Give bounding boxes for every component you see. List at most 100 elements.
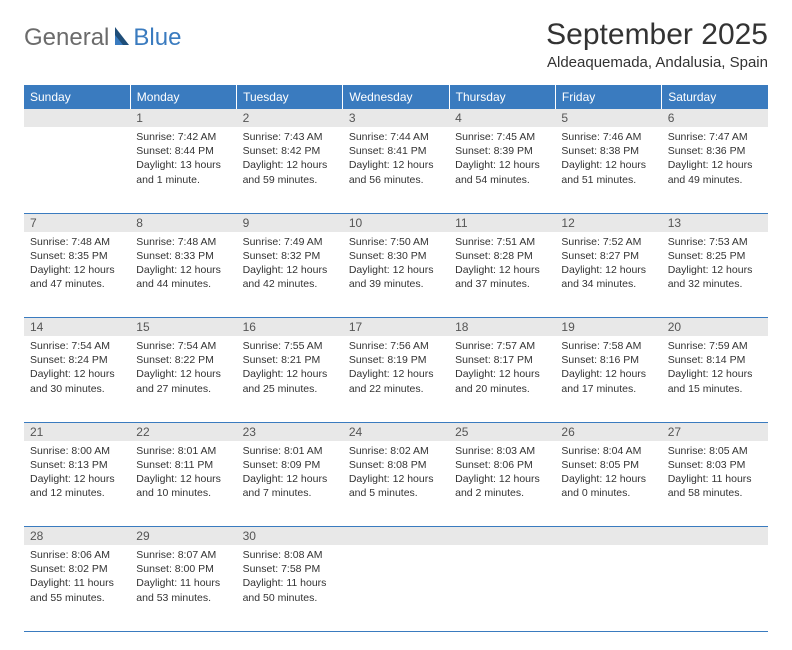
day-cell: Sunrise: 8:05 AMSunset: 8:03 PMDaylight:… (662, 441, 768, 527)
sunset-text: Sunset: 8:02 PM (30, 562, 124, 576)
daylight-text: Daylight: 12 hours and 2 minutes. (455, 472, 549, 500)
daynum-row: 14151617181920 (24, 318, 768, 337)
daylight-text: Daylight: 11 hours and 58 minutes. (668, 472, 762, 500)
sunset-text: Sunset: 8:00 PM (136, 562, 230, 576)
sunset-text: Sunset: 8:35 PM (30, 249, 124, 263)
page-header: General Blue September 2025 Aldeaquemada… (24, 18, 768, 71)
day-number (343, 527, 449, 546)
day-cell: Sunrise: 8:08 AMSunset: 7:58 PMDaylight:… (237, 545, 343, 631)
sunrise-text: Sunrise: 7:44 AM (349, 130, 443, 144)
daynum-row: 78910111213 (24, 213, 768, 232)
sunrise-text: Sunrise: 7:55 AM (243, 339, 337, 353)
sunset-text: Sunset: 8:19 PM (349, 353, 443, 367)
sunrise-text: Sunrise: 7:42 AM (136, 130, 230, 144)
sunset-text: Sunset: 8:33 PM (136, 249, 230, 263)
daylight-text: Daylight: 12 hours and 34 minutes. (561, 263, 655, 291)
day-number: 29 (130, 527, 236, 546)
sunrise-text: Sunrise: 8:06 AM (30, 548, 124, 562)
day-number: 1 (130, 109, 236, 127)
day-cell: Sunrise: 8:04 AMSunset: 8:05 PMDaylight:… (555, 441, 661, 527)
daynum-row: 282930 (24, 527, 768, 546)
day-number: 2 (237, 109, 343, 127)
day-number (555, 527, 661, 546)
day-cell: Sunrise: 8:06 AMSunset: 8:02 PMDaylight:… (24, 545, 130, 631)
sunset-text: Sunset: 8:11 PM (136, 458, 230, 472)
day-cell: Sunrise: 8:07 AMSunset: 8:00 PMDaylight:… (130, 545, 236, 631)
day-number: 28 (24, 527, 130, 546)
sunset-text: Sunset: 8:38 PM (561, 144, 655, 158)
brand-gray-text: General (24, 24, 109, 52)
day-cell: Sunrise: 7:53 AMSunset: 8:25 PMDaylight:… (662, 232, 768, 318)
day-number: 20 (662, 318, 768, 337)
daylight-text: Daylight: 12 hours and 5 minutes. (349, 472, 443, 500)
daylight-text: Daylight: 12 hours and 49 minutes. (668, 158, 762, 186)
day-header-row: Sunday Monday Tuesday Wednesday Thursday… (24, 85, 768, 109)
sunrise-text: Sunrise: 7:57 AM (455, 339, 549, 353)
sunrise-text: Sunrise: 7:48 AM (30, 235, 124, 249)
sunset-text: Sunset: 8:44 PM (136, 144, 230, 158)
day-number: 19 (555, 318, 661, 337)
day-header: Tuesday (237, 85, 343, 109)
day-cell: Sunrise: 7:47 AMSunset: 8:36 PMDaylight:… (662, 127, 768, 213)
sunrise-text: Sunrise: 8:05 AM (668, 444, 762, 458)
day-cell (449, 545, 555, 631)
day-number: 24 (343, 422, 449, 441)
daylight-text: Daylight: 12 hours and 42 minutes. (243, 263, 337, 291)
day-cell: Sunrise: 7:45 AMSunset: 8:39 PMDaylight:… (449, 127, 555, 213)
day-cell (662, 545, 768, 631)
sunrise-text: Sunrise: 7:50 AM (349, 235, 443, 249)
sunrise-text: Sunrise: 7:59 AM (668, 339, 762, 353)
sunrise-text: Sunrise: 7:53 AM (668, 235, 762, 249)
sunset-text: Sunset: 8:41 PM (349, 144, 443, 158)
day-header: Thursday (449, 85, 555, 109)
daylight-text: Daylight: 12 hours and 59 minutes. (243, 158, 337, 186)
brand-logo: General Blue (24, 24, 181, 52)
day-cell: Sunrise: 8:00 AMSunset: 8:13 PMDaylight:… (24, 441, 130, 527)
sunrise-text: Sunrise: 7:49 AM (243, 235, 337, 249)
day-number: 14 (24, 318, 130, 337)
daylight-text: Daylight: 11 hours and 53 minutes. (136, 576, 230, 604)
sunrise-text: Sunrise: 8:03 AM (455, 444, 549, 458)
daylight-text: Daylight: 12 hours and 15 minutes. (668, 367, 762, 395)
day-cell: Sunrise: 7:54 AMSunset: 8:24 PMDaylight:… (24, 336, 130, 422)
daylight-text: Daylight: 12 hours and 7 minutes. (243, 472, 337, 500)
daylight-text: Daylight: 12 hours and 27 minutes. (136, 367, 230, 395)
day-cell: Sunrise: 8:01 AMSunset: 8:09 PMDaylight:… (237, 441, 343, 527)
sunset-text: Sunset: 8:21 PM (243, 353, 337, 367)
daylight-text: Daylight: 12 hours and 12 minutes. (30, 472, 124, 500)
day-number: 3 (343, 109, 449, 127)
daylight-text: Daylight: 12 hours and 37 minutes. (455, 263, 549, 291)
daylight-text: Daylight: 13 hours and 1 minute. (136, 158, 230, 186)
sunrise-text: Sunrise: 7:43 AM (243, 130, 337, 144)
sunset-text: Sunset: 8:13 PM (30, 458, 124, 472)
day-number: 23 (237, 422, 343, 441)
day-cell: Sunrise: 7:43 AMSunset: 8:42 PMDaylight:… (237, 127, 343, 213)
location-text: Aldeaquemada, Andalusia, Spain (546, 54, 768, 71)
daylight-text: Daylight: 12 hours and 56 minutes. (349, 158, 443, 186)
sunset-text: Sunset: 8:08 PM (349, 458, 443, 472)
day-cell: Sunrise: 7:49 AMSunset: 8:32 PMDaylight:… (237, 232, 343, 318)
day-number: 15 (130, 318, 236, 337)
day-cell: Sunrise: 7:48 AMSunset: 8:33 PMDaylight:… (130, 232, 236, 318)
day-cell (555, 545, 661, 631)
day-number: 7 (24, 213, 130, 232)
day-number: 17 (343, 318, 449, 337)
content-row: Sunrise: 8:06 AMSunset: 8:02 PMDaylight:… (24, 545, 768, 631)
month-title: September 2025 (546, 18, 768, 52)
sunset-text: Sunset: 8:09 PM (243, 458, 337, 472)
day-header: Monday (130, 85, 236, 109)
sunrise-text: Sunrise: 8:08 AM (243, 548, 337, 562)
daylight-text: Daylight: 11 hours and 55 minutes. (30, 576, 124, 604)
sunrise-text: Sunrise: 7:52 AM (561, 235, 655, 249)
brand-blue-text: Blue (133, 24, 181, 52)
day-number: 26 (555, 422, 661, 441)
sunset-text: Sunset: 8:14 PM (668, 353, 762, 367)
day-cell: Sunrise: 8:02 AMSunset: 8:08 PMDaylight:… (343, 441, 449, 527)
day-cell: Sunrise: 8:01 AMSunset: 8:11 PMDaylight:… (130, 441, 236, 527)
day-number: 27 (662, 422, 768, 441)
day-number: 6 (662, 109, 768, 127)
title-block: September 2025 Aldeaquemada, Andalusia, … (546, 18, 768, 71)
day-cell: Sunrise: 7:56 AMSunset: 8:19 PMDaylight:… (343, 336, 449, 422)
day-header: Friday (555, 85, 661, 109)
sunset-text: Sunset: 8:22 PM (136, 353, 230, 367)
